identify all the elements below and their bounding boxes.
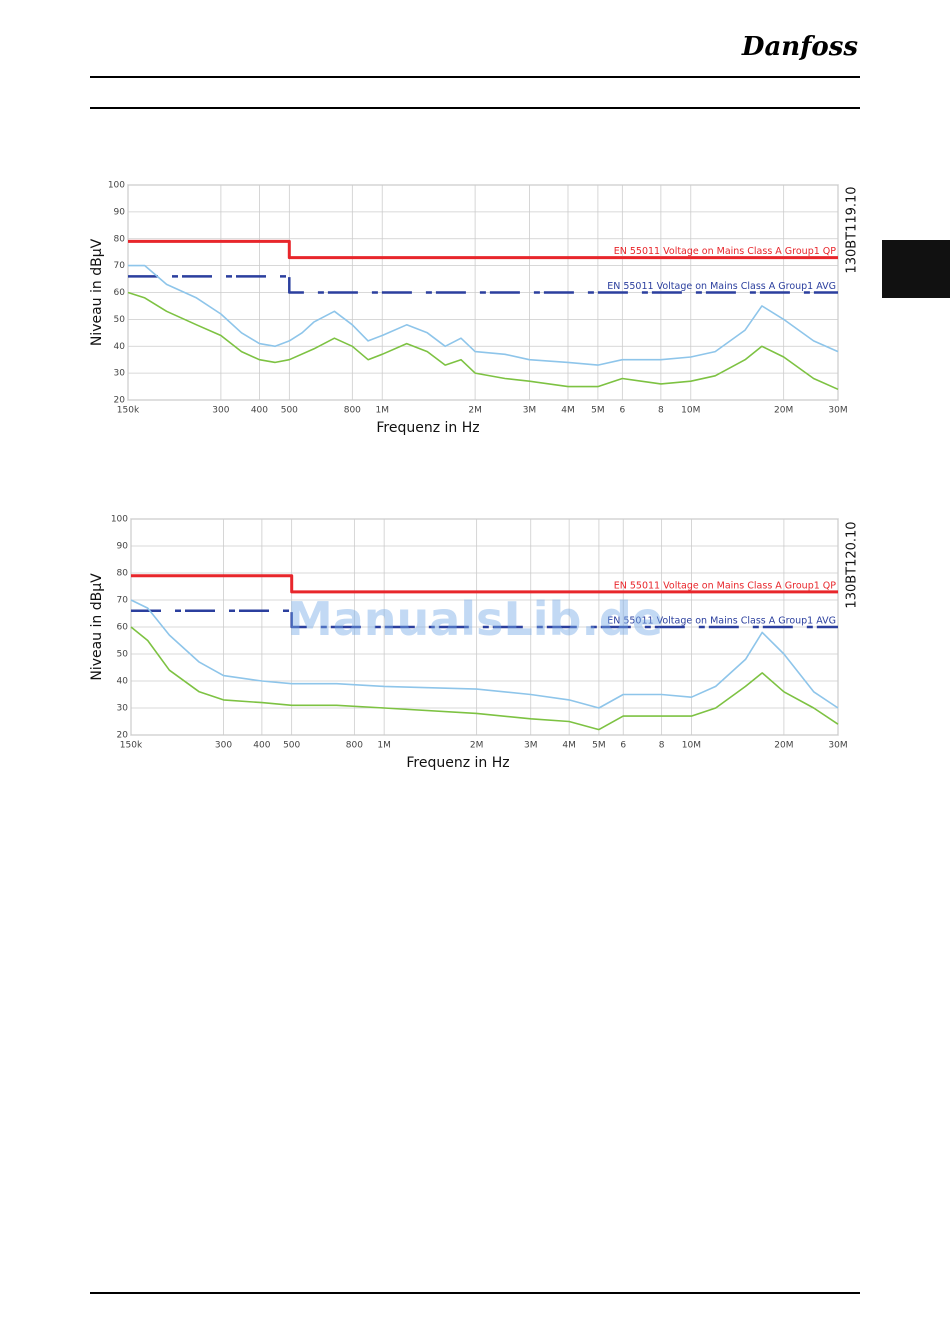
x-tick-label: 800 bbox=[346, 741, 363, 751]
x-axis-title: Frequenz in Hz bbox=[406, 755, 509, 771]
y-tick-label: 60 bbox=[117, 623, 129, 633]
series-label: EN 55011 Voltage on Mains Class A Group1… bbox=[607, 616, 836, 627]
x-tick-label: 500 bbox=[281, 406, 298, 416]
series-label: EN 55011 Voltage on Mains Class A Group1… bbox=[614, 246, 837, 257]
y-tick-label: 40 bbox=[117, 677, 129, 687]
figure-code: 130BT120.10 bbox=[845, 521, 860, 608]
x-tick-label: 2M bbox=[470, 741, 484, 751]
x-tick-label: 10M bbox=[681, 406, 700, 416]
x-tick-label: 8 bbox=[658, 406, 664, 416]
series-line bbox=[130, 626, 839, 731]
x-tick-label: 3M bbox=[523, 406, 537, 416]
y-tick-label: 40 bbox=[114, 342, 126, 352]
x-tick-label: 300 bbox=[212, 406, 229, 416]
y-tick-label: 20 bbox=[117, 731, 129, 741]
y-tick-label: 90 bbox=[117, 542, 129, 552]
x-tick-label: 20M bbox=[774, 741, 793, 751]
x-tick-label: 300 bbox=[215, 741, 232, 751]
x-tick-label: 6 bbox=[620, 741, 626, 751]
x-tick-label: 4M bbox=[562, 741, 576, 751]
series-line bbox=[128, 264, 839, 366]
series-line bbox=[130, 599, 839, 709]
y-tick-label: 100 bbox=[111, 515, 128, 525]
x-tick-label: 10M bbox=[682, 741, 701, 751]
y-tick-label: 30 bbox=[114, 369, 126, 379]
y-axis-title: Niveau in dBµV bbox=[89, 573, 105, 681]
y-tick-label: 50 bbox=[114, 315, 126, 325]
logo: Danfoss bbox=[741, 32, 858, 62]
y-tick-label: 70 bbox=[114, 261, 126, 271]
y-tick-label: 90 bbox=[114, 207, 126, 217]
series-line bbox=[127, 291, 839, 391]
series-line bbox=[131, 609, 838, 629]
x-tick-label: 500 bbox=[283, 741, 300, 751]
x-tick-label: 8 bbox=[659, 741, 665, 751]
series-label: EN 55011 Voltage on Mains Class A Group1… bbox=[614, 580, 837, 591]
y-tick-label: 50 bbox=[117, 650, 129, 660]
y-tick-label: 30 bbox=[117, 704, 129, 714]
y-tick-label: 70 bbox=[117, 596, 129, 606]
header-rule bbox=[90, 107, 860, 109]
series-line bbox=[131, 574, 838, 594]
x-tick-label: 150k bbox=[120, 741, 143, 751]
x-tick-label: 800 bbox=[344, 406, 361, 416]
x-tick-label: 5M bbox=[592, 741, 606, 751]
x-tick-label: 30M bbox=[828, 406, 847, 416]
x-tick-label: 1M bbox=[375, 406, 389, 416]
section-tab bbox=[882, 240, 950, 298]
y-tick-label: 80 bbox=[114, 234, 126, 244]
y-tick-label: 100 bbox=[108, 181, 125, 191]
y-axis-title: Niveau in dBµV bbox=[89, 238, 105, 346]
x-tick-label: 6 bbox=[619, 406, 625, 416]
x-axis-title: Frequenz in Hz bbox=[376, 420, 479, 436]
x-tick-label: 400 bbox=[251, 406, 268, 416]
x-tick-label: 20M bbox=[774, 406, 793, 416]
y-tick-label: 20 bbox=[114, 396, 126, 406]
x-tick-label: 400 bbox=[253, 741, 270, 751]
y-tick-label: 60 bbox=[114, 288, 126, 298]
series-line bbox=[128, 275, 838, 294]
x-tick-label: 3M bbox=[524, 741, 538, 751]
y-tick-label: 80 bbox=[117, 569, 129, 579]
x-tick-label: 5M bbox=[591, 406, 605, 416]
x-tick-label: 4M bbox=[561, 406, 575, 416]
series-label: EN 55011 Voltage on Mains Class A Group1… bbox=[607, 281, 836, 292]
series-line bbox=[128, 239, 838, 260]
x-tick-label: 2M bbox=[468, 406, 482, 416]
header-rule bbox=[90, 76, 860, 78]
footer-rule bbox=[90, 1292, 860, 1294]
figure-code: 130BT119.10 bbox=[845, 186, 860, 273]
x-tick-label: 150k bbox=[117, 406, 140, 416]
x-tick-label: 30M bbox=[828, 741, 847, 751]
x-tick-label: 1M bbox=[377, 741, 391, 751]
